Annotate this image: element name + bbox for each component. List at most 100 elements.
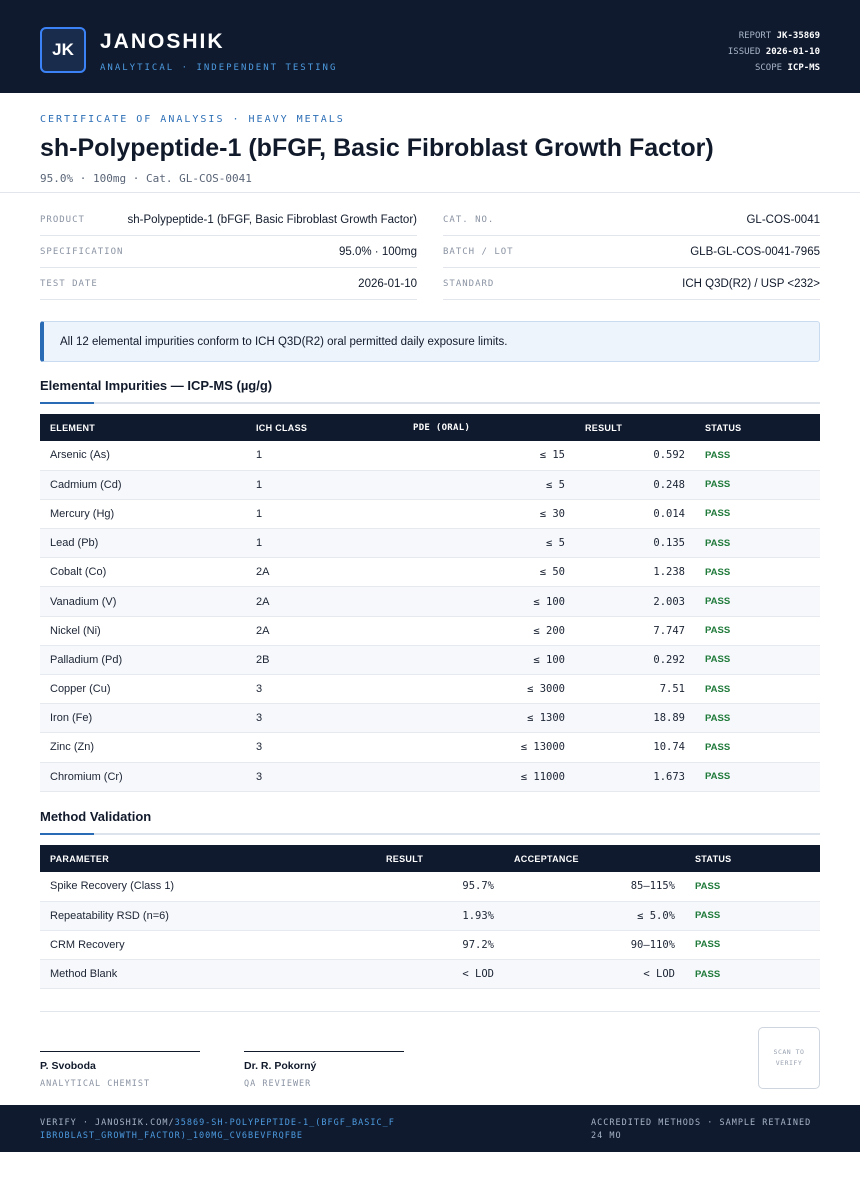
info-grid-left: PRODUCT sh-Polypeptide-1 (bFGF, Basic Fi… (40, 204, 417, 300)
status-badge: PASS (695, 645, 820, 676)
table-cell: CRM Recovery (40, 930, 376, 961)
table-cell-value: 2.003 (575, 586, 695, 617)
page-title: sh-Polypeptide-1 (bFGF, Basic Fibroblast… (40, 134, 714, 162)
info-value: 95.0% · 100mg (339, 245, 417, 258)
info-label: STANDARD (443, 278, 495, 289)
signatory-name: P. Svoboda (40, 1060, 96, 1072)
footer-note: ACCREDITED METHODS · SAMPLE RETAINED 24 … (591, 1118, 812, 1141)
info-row-batch: BATCH / LOT GLB-GL-COS-0041-7965 (443, 236, 820, 268)
status-badge: PASS (695, 528, 820, 559)
table-header-row: PARAMETER RESULT ACCEPTANCE STATUS (40, 845, 820, 872)
table-cell-value: ≤ 100 (403, 586, 575, 617)
table-cell: Spike Recovery (Class 1) (40, 872, 376, 902)
conformity-notice: All 12 elemental impurities conform to I… (40, 321, 820, 362)
signatory-name: Dr. R. Pokorný (244, 1060, 317, 1072)
table-row: Copper (Cu) 3 ≤ 3000 7.51 PASS (40, 674, 820, 705)
status-badge: PASS (685, 872, 820, 902)
table-cell-value: 0.248 (575, 470, 695, 500)
scope-label: SCOPE (754, 63, 783, 73)
info-value: 2026-01-10 (358, 277, 417, 290)
table-cell-value: 1.238 (575, 557, 695, 588)
table-cell-value: ≤ 1300 (403, 703, 575, 734)
table-cell: Vanadium (V) (40, 586, 246, 617)
table-cell-value: ≤ 11000 (403, 762, 575, 792)
table-cell-value: 0.592 (575, 441, 695, 471)
table-cell: Zinc (Zn) (40, 732, 246, 763)
status-badge: PASS (695, 762, 820, 792)
table-cell-value: ≤ 5 (403, 470, 575, 500)
table-cell: 1 (246, 499, 403, 530)
table-cell: Repeatability RSD (n=6) (40, 901, 376, 931)
divider (40, 1011, 820, 1012)
table-cell: Arsenic (As) (40, 441, 246, 471)
verify-qr-placeholder[interactable]: SCAN TO VERIFY (758, 1027, 820, 1089)
table-cell-value: 1.93% (376, 901, 504, 931)
status-badge: PASS (685, 930, 820, 961)
table-cell: 1 (246, 441, 403, 471)
info-grid-right: CAT. NO. GL-COS-0041 BATCH / LOT GLB-GL-… (443, 204, 820, 300)
table-row: Method Blank < LOD < LOD PASS (40, 959, 820, 990)
table-cell-value: 18.89 (575, 703, 695, 734)
column-header: ACCEPTANCE (514, 853, 579, 864)
table-cell: 3 (246, 703, 403, 734)
table-cell-value: < LOD (504, 959, 685, 990)
scope-value: ICP-MS (787, 63, 820, 73)
table-cell-value: 7.51 (575, 674, 695, 705)
info-label: BATCH / LOT (443, 246, 514, 257)
status-badge: PASS (695, 703, 820, 734)
report-footer: VERIFY · JANOSHIK.COM/35869-SH-POLYPEPTI… (0, 1105, 860, 1152)
table-cell: 1 (246, 470, 403, 500)
status-badge: PASS (685, 959, 820, 990)
table-cell: Cobalt (Co) (40, 557, 246, 588)
table-cell-value: 97.2% (376, 930, 504, 961)
signatory-role: ANALYTICAL CHEMIST (40, 1079, 151, 1089)
column-header: ELEMENT (50, 422, 96, 433)
validation-table: PARAMETER RESULT ACCEPTANCE STATUS Spike… (40, 845, 820, 990)
info-value: GLB-GL-COS-0041-7965 (690, 245, 820, 258)
table-row: Cobalt (Co) 2A ≤ 50 1.238 PASS (40, 557, 820, 588)
info-value: GL-COS-0041 (746, 213, 820, 226)
column-header: PDE (ORAL) (413, 422, 471, 433)
table-cell-value: 0.135 (575, 528, 695, 559)
table-cell-value: ≤ 200 (403, 616, 575, 646)
info-label: TEST DATE (40, 278, 98, 289)
table-cell: Mercury (Hg) (40, 499, 246, 530)
status-badge: PASS (695, 674, 820, 705)
table-cell: 3 (246, 732, 403, 763)
info-value: ICH Q3D(R2) / USP <232> (682, 277, 820, 290)
info-label: SPECIFICATION (40, 246, 124, 257)
table-cell-value: 95.7% (376, 872, 504, 902)
verify-url[interactable]: 35869-SH-POLYPEPTIDE-1_(BFGF_BASIC_FIBRO… (40, 1118, 395, 1141)
column-header: STATUS (705, 422, 742, 433)
table-cell: Iron (Fe) (40, 703, 246, 734)
table-cell-value: 10.74 (575, 732, 695, 763)
status-badge: PASS (695, 441, 820, 471)
report-header: JK JANOSHIK ANALYTICAL · INDEPENDENT TES… (0, 0, 860, 93)
table-cell: 2B (246, 645, 403, 676)
table-row: Vanadium (V) 2A ≤ 100 2.003 PASS (40, 586, 820, 617)
table-row: Chromium (Cr) 3 ≤ 11000 1.673 PASS (40, 762, 820, 792)
validation-section-title: Method Validation (40, 809, 152, 824)
table-header-row: ELEMENT ICH CLASS PDE (ORAL) RESULT STAT… (40, 414, 820, 441)
section-rule (40, 402, 820, 404)
verify-link[interactable]: VERIFY · JANOSHIK.COM/35869-SH-POLYPEPTI… (40, 1117, 400, 1143)
table-cell-value: < LOD (376, 959, 504, 990)
table-cell-value: ≤ 5 (403, 528, 575, 559)
table-cell: 2A (246, 616, 403, 646)
brand-name: JANOSHIK (100, 30, 225, 53)
table-cell-value: 90–110% (504, 930, 685, 961)
brand-tagline: ANALYTICAL · INDEPENDENT TESTING (100, 63, 338, 73)
status-badge: PASS (695, 470, 820, 500)
table-cell-value: 1.673 (575, 762, 695, 792)
status-badge: PASS (685, 901, 820, 931)
column-header: STATUS (695, 853, 732, 864)
column-header: RESULT (386, 853, 424, 864)
column-header: RESULT (585, 422, 623, 433)
table-cell-value: ≤ 13000 (403, 732, 575, 763)
table-cell: Chromium (Cr) (40, 762, 246, 792)
table-cell-value: ≤ 100 (403, 645, 575, 676)
status-badge: PASS (695, 732, 820, 763)
table-cell-value: ≤ 30 (403, 499, 575, 530)
status-badge: PASS (695, 557, 820, 588)
table-row: Cadmium (Cd) 1 ≤ 5 0.248 PASS (40, 470, 820, 500)
